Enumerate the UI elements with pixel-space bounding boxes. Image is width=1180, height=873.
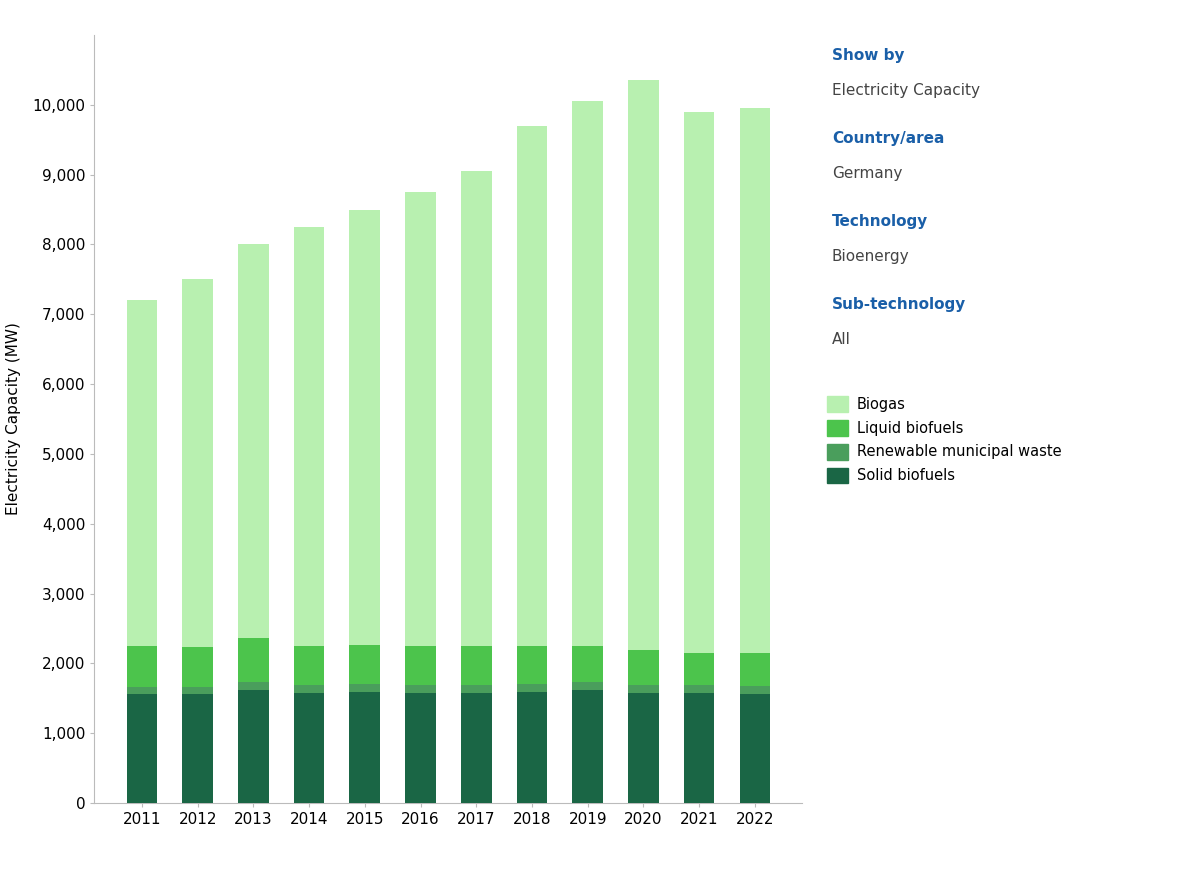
Bar <box>294 227 324 646</box>
Bar <box>182 694 212 803</box>
Bar <box>405 685 435 693</box>
Bar <box>628 693 658 803</box>
Bar <box>517 126 548 646</box>
Bar <box>349 210 380 645</box>
Bar <box>740 693 771 803</box>
Bar <box>238 638 269 682</box>
Bar <box>182 687 212 694</box>
Bar <box>126 694 157 803</box>
Bar <box>572 690 603 803</box>
Bar <box>126 646 157 686</box>
Bar <box>740 653 771 686</box>
Bar <box>294 693 324 803</box>
Bar <box>238 682 269 690</box>
Bar <box>740 108 771 653</box>
Bar <box>461 685 492 693</box>
Bar <box>238 244 269 638</box>
Bar <box>294 646 324 685</box>
Bar <box>405 646 435 685</box>
Bar <box>684 685 715 693</box>
Bar <box>572 101 603 646</box>
Bar <box>517 646 548 684</box>
Text: Germany: Germany <box>832 166 903 181</box>
Bar <box>628 80 658 650</box>
Bar <box>684 693 715 803</box>
Bar <box>517 692 548 803</box>
Bar <box>684 653 715 685</box>
Bar <box>461 693 492 803</box>
Text: Bioenergy: Bioenergy <box>832 249 910 264</box>
Bar <box>572 682 603 690</box>
Bar <box>126 686 157 694</box>
Bar <box>517 684 548 692</box>
Bar <box>628 685 658 693</box>
Bar <box>294 685 324 693</box>
Text: Show by: Show by <box>832 48 904 63</box>
Bar <box>461 646 492 685</box>
Bar <box>349 645 380 684</box>
Bar <box>182 279 212 647</box>
Y-axis label: Electricity Capacity (MW): Electricity Capacity (MW) <box>6 323 21 515</box>
Bar <box>684 112 715 653</box>
Bar <box>405 693 435 803</box>
Bar <box>126 300 157 646</box>
Text: Electricity Capacity: Electricity Capacity <box>832 83 979 98</box>
Bar <box>740 686 771 693</box>
Bar <box>349 684 380 692</box>
Bar <box>628 650 658 685</box>
Legend: Biogas, Liquid biofuels, Renewable municipal waste, Solid biofuels: Biogas, Liquid biofuels, Renewable munic… <box>827 395 1061 484</box>
Bar <box>461 171 492 646</box>
Bar <box>349 692 380 803</box>
Bar <box>572 646 603 682</box>
Text: Country/area: Country/area <box>832 131 944 146</box>
Bar <box>405 192 435 646</box>
Bar <box>182 647 212 687</box>
Bar <box>238 690 269 803</box>
Text: All: All <box>832 332 851 347</box>
Text: Sub-technology: Sub-technology <box>832 297 966 312</box>
Text: Technology: Technology <box>832 214 929 229</box>
